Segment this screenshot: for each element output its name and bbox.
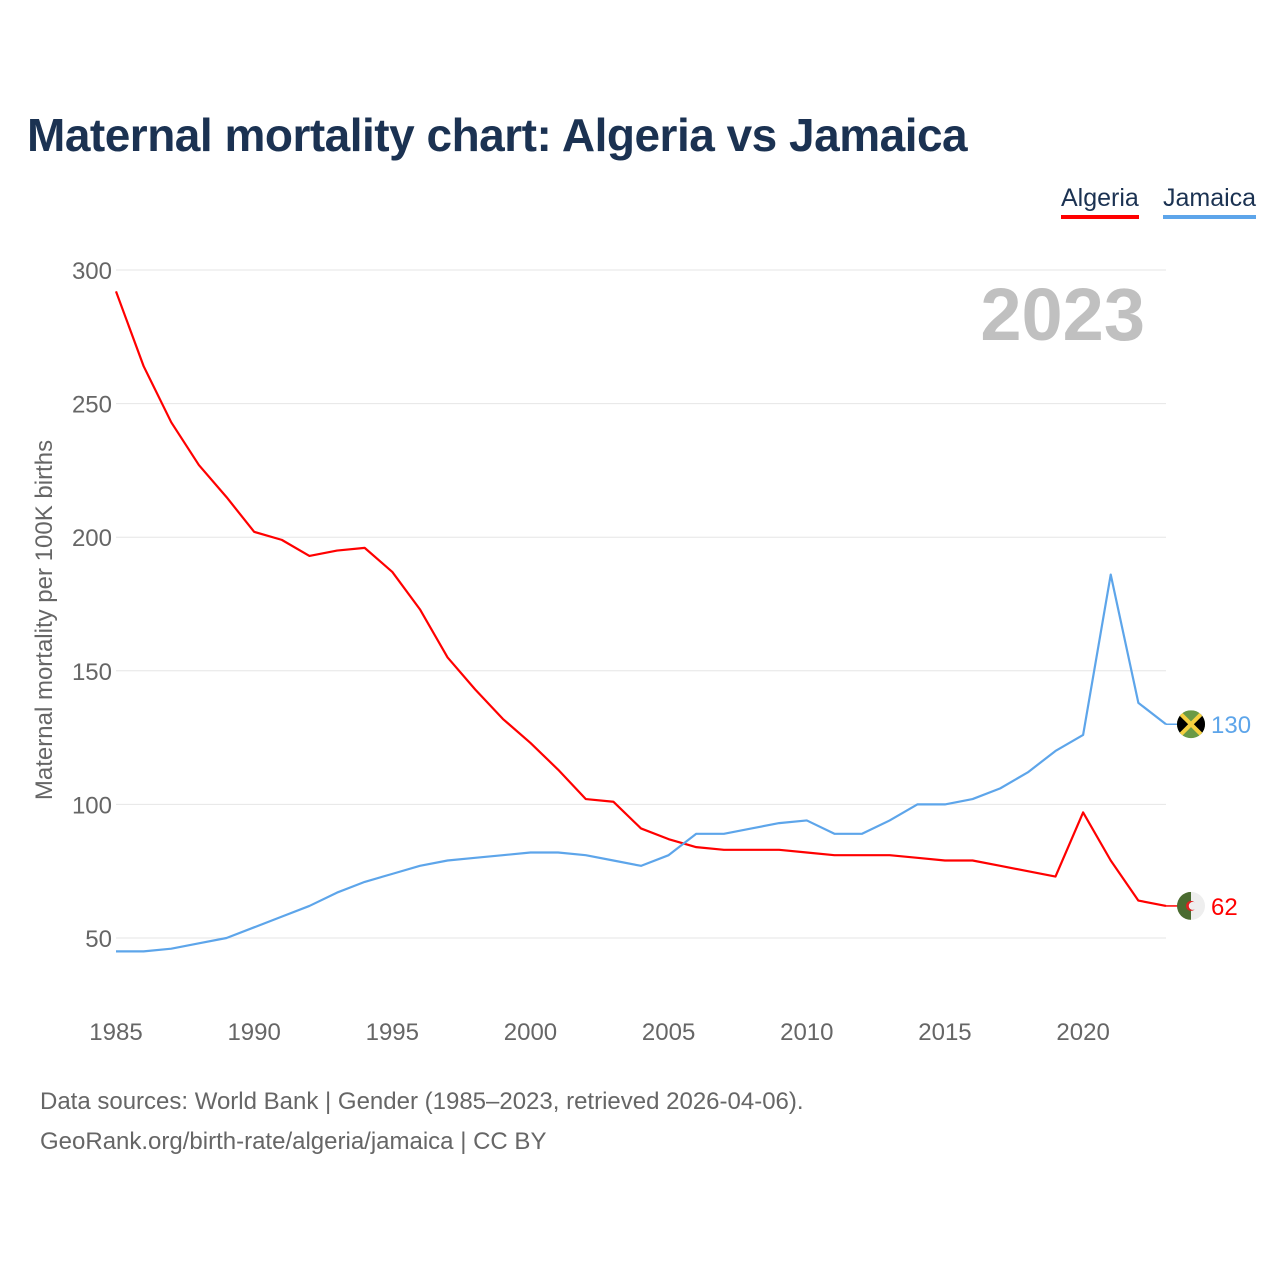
x-tick-label: 2000 <box>504 1019 557 1046</box>
series-line-jamaica <box>116 573 1167 953</box>
y-tick-label: 250 <box>72 392 112 419</box>
legend-algeria[interactable]: Algeria <box>1061 184 1139 219</box>
y-tick-label: 200 <box>72 525 112 552</box>
x-tick-label: 2005 <box>642 1019 695 1046</box>
x-tick-label: 2010 <box>780 1019 833 1046</box>
end-value-label-jamaica: 130 <box>1211 712 1251 739</box>
series-line-algeria <box>114 290 1167 908</box>
legend-jamaica[interactable]: Jamaica <box>1163 184 1257 219</box>
x-tick-label: 1985 <box>89 1019 142 1046</box>
y-axis-label: Maternal mortality per 100K births <box>31 440 58 800</box>
footer-link[interactable]: GeoRank.org/birth-rate/algeria/jamaica |… <box>40 1128 547 1155</box>
x-tick-label: 1990 <box>227 1019 280 1046</box>
algeria-flag-icon <box>1177 891 1205 920</box>
year-label: 2023 <box>980 273 1145 356</box>
footer-sources: Data sources: World Bank | Gender (1985–… <box>40 1088 804 1115</box>
x-tick-label: 2015 <box>918 1019 971 1046</box>
y-tick-label: 100 <box>72 792 112 819</box>
x-tick-label: 1995 <box>366 1019 419 1046</box>
end-value-label-algeria: 62 <box>1211 894 1238 921</box>
y-tick-label: 50 <box>85 926 112 953</box>
jamaica-flag-icon <box>1177 710 1205 739</box>
y-tick-label: 300 <box>72 258 112 285</box>
y-tick-label: 150 <box>72 659 112 686</box>
x-tick-label: 2020 <box>1056 1019 1109 1046</box>
chart-title: Maternal mortality chart: Algeria vs Jam… <box>27 109 968 161</box>
